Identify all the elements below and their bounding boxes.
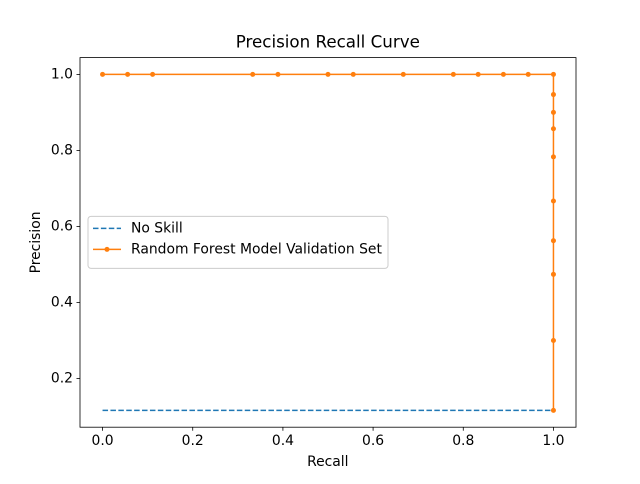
point [450,71,456,77]
point [525,71,531,77]
point [500,71,506,77]
y-tick-label: 0.8 [51,142,73,158]
point [275,71,281,77]
point [550,109,556,115]
legend-marker [104,246,110,252]
point [325,71,331,77]
axes-frame [79,57,577,428]
point [150,71,156,77]
point [550,126,556,132]
x-tick-label: 1.0 [542,433,564,449]
series-line [102,73,555,411]
point [350,71,356,77]
point [250,71,256,77]
x-tick-label: 0.4 [272,433,294,449]
point [400,71,406,77]
x-axis-label: Recall [307,454,348,470]
x-tick-label: 0.6 [362,433,384,449]
point [550,198,556,204]
point [550,271,556,277]
point [475,71,481,77]
y-tick-label: 0.6 [51,218,73,234]
y-axis-label: Precision [28,211,44,273]
legend-box [87,215,389,269]
point [125,71,131,77]
chart-title: Precision Recall Curve [236,32,420,52]
legend-label: Random Forest Model Validation Set [131,241,382,257]
point [100,71,106,77]
legend: No Skill Random Forest Model Validation S… [87,215,389,269]
point [550,238,556,244]
x-tick-label: 0.0 [91,433,113,449]
point [550,337,556,343]
y-tick-label: 0.2 [51,370,73,386]
point [550,154,556,160]
y-tick-label: 0.4 [51,294,73,310]
x-tick-label: 0.2 [182,433,204,449]
y-tick-label: 1.0 [51,66,73,82]
legend-label: No Skill [131,220,183,236]
point [550,407,556,413]
point [550,92,556,98]
x-tick-label: 0.8 [452,433,474,449]
point [550,71,556,77]
